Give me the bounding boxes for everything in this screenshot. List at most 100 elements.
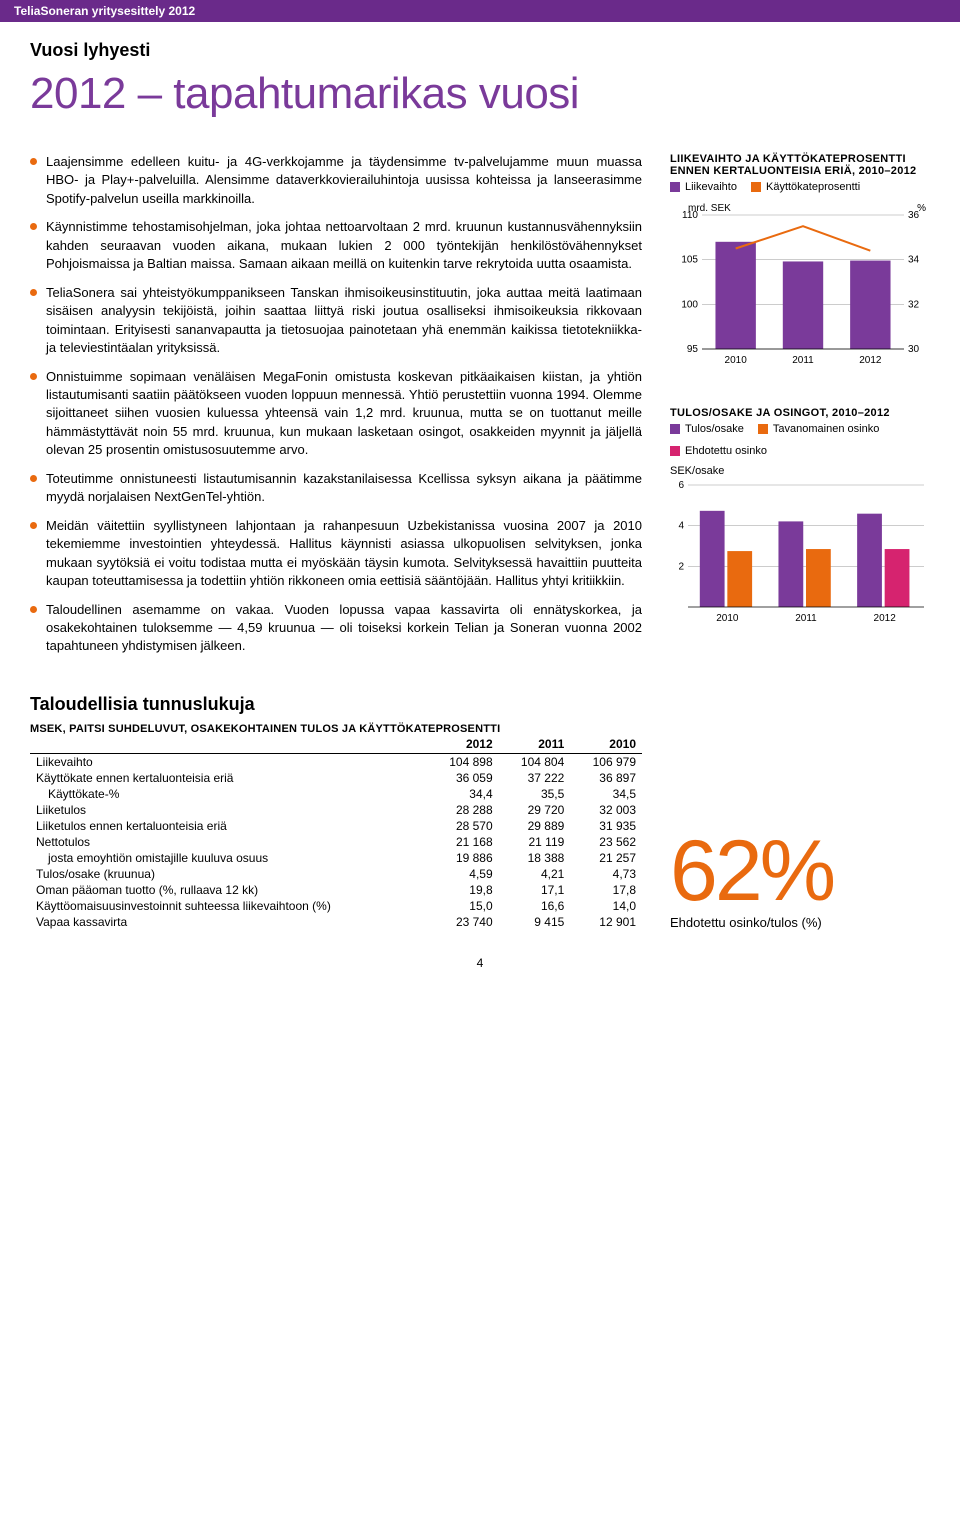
svg-text:32: 32 bbox=[908, 299, 920, 310]
table-cell: Liiketulos ennen kertaluonteisia eriä bbox=[30, 818, 427, 834]
table-cell: Nettotulos bbox=[30, 834, 427, 850]
chart-revenue-margin: LIIKEVAIHTO JA KÄYTTÖKATEPROSENTTI ENNEN… bbox=[670, 153, 930, 371]
bullet-column: Laajensimme edelleen kuitu- ja 4G-verkko… bbox=[30, 153, 642, 666]
main-title: 2012 – tapahtumarikas vuosi bbox=[30, 69, 930, 119]
charts-column: LIIKEVAIHTO JA KÄYTTÖKATEPROSENTTI ENNEN… bbox=[670, 153, 930, 666]
bullet-item: Taloudellinen asemamme on vakaa. Vuoden … bbox=[30, 601, 642, 656]
fin-table-wrap: MSEK, PAITSI SUHDELUVUT, OSAKEKOHTAINEN … bbox=[30, 723, 642, 930]
table-row: Liiketulos ennen kertaluonteisia eriä28 … bbox=[30, 818, 642, 834]
svg-text:2010: 2010 bbox=[725, 355, 748, 366]
svg-text:30: 30 bbox=[908, 344, 920, 355]
table-cell: 28 288 bbox=[427, 802, 499, 818]
table-cell: 16,6 bbox=[499, 898, 571, 914]
table-cell: josta emoyhtiön omistajille kuuluva osuu… bbox=[30, 850, 427, 866]
legend-swatch bbox=[670, 424, 680, 434]
table-cell: Käyttökate-% bbox=[30, 786, 427, 802]
table-cell: 37 222 bbox=[499, 770, 571, 786]
svg-text:2011: 2011 bbox=[795, 613, 817, 624]
bullet-item: Toteutimme onnistuneesti listautumisanni… bbox=[30, 470, 642, 507]
table-cell: 23 740 bbox=[427, 914, 499, 930]
svg-text:95: 95 bbox=[687, 344, 699, 355]
bullet-item: Käynnistimme tehostamisohjelman, joka jo… bbox=[30, 218, 642, 273]
chart2-title: TULOS/OSAKE JA OSINGOT, 2010–2012 bbox=[670, 407, 930, 419]
table-row: Käyttöomaisuusinvestoinnit suhteessa lii… bbox=[30, 898, 642, 914]
table-cell: 21 257 bbox=[570, 850, 642, 866]
fin-table-header-text: MSEK, PAITSI SUHDELUVUT, OSAKEKOHTAINEN … bbox=[30, 723, 642, 735]
legend-item: Käyttökateprosentti bbox=[751, 181, 860, 193]
table-row: Vapaa kassavirta23 7409 41512 901 bbox=[30, 914, 642, 930]
svg-text:110: 110 bbox=[682, 210, 698, 221]
chart1-svg: mrd. SEK%9530100321053411036201020112012 bbox=[670, 201, 930, 371]
table-cell: Tulos/osake (kruunua) bbox=[30, 866, 427, 882]
table-cell: 9 415 bbox=[499, 914, 571, 930]
page-number: 4 bbox=[30, 956, 930, 970]
table-cell: Oman pääoman tuotto (%, rullaava 12 kk) bbox=[30, 882, 427, 898]
fin-col-header: 2011 bbox=[499, 735, 571, 754]
page-content: Vuosi lyhyesti 2012 – tapahtumarikas vuo… bbox=[0, 22, 960, 980]
table-row: Liiketulos28 28829 72032 003 bbox=[30, 802, 642, 818]
table-row: Liikevaihto104 898104 804106 979 bbox=[30, 753, 642, 770]
chart2-ylabel: SEK/osake bbox=[670, 465, 930, 477]
table-cell: 29 889 bbox=[499, 818, 571, 834]
table-cell: 36 059 bbox=[427, 770, 499, 786]
fin-col-header: 2012 bbox=[427, 735, 499, 754]
bullet-item: Laajensimme edelleen kuitu- ja 4G-verkko… bbox=[30, 153, 642, 208]
chart2-svg: 246201020112012 bbox=[670, 479, 930, 629]
table-row: Käyttökate ennen kertaluonteisia eriä36 … bbox=[30, 770, 642, 786]
bullet-item: Meidän väitettiin syyllistyneen lahjonta… bbox=[30, 517, 642, 591]
table-cell: 4,21 bbox=[499, 866, 571, 882]
bullet-list: Laajensimme edelleen kuitu- ja 4G-verkko… bbox=[30, 153, 642, 656]
table-cell: 19,8 bbox=[427, 882, 499, 898]
svg-text:100: 100 bbox=[681, 299, 698, 310]
legend-label: Ehdotettu osinko bbox=[685, 445, 767, 457]
table-cell: 12 901 bbox=[570, 914, 642, 930]
svg-text:2011: 2011 bbox=[792, 355, 814, 366]
table-cell: 36 897 bbox=[570, 770, 642, 786]
table-cell: 29 720 bbox=[499, 802, 571, 818]
legend-label: Tavanomainen osinko bbox=[773, 423, 879, 435]
table-cell: Liikevaihto bbox=[30, 753, 427, 770]
table-cell: 104 804 bbox=[499, 753, 571, 770]
legend-label: Käyttökateprosentti bbox=[766, 181, 860, 193]
table-cell: 18 388 bbox=[499, 850, 571, 866]
table-row: josta emoyhtiön omistajille kuuluva osuu… bbox=[30, 850, 642, 866]
section-subtitle: Vuosi lyhyesti bbox=[30, 40, 930, 61]
table-cell: 4,73 bbox=[570, 866, 642, 882]
chart2-legend: Tulos/osake Tavanomainen osinko Ehdotettu … bbox=[670, 423, 930, 457]
legend-label: Tulos/osake bbox=[685, 423, 744, 435]
table-row: Käyttökate-%34,435,534,5 bbox=[30, 786, 642, 802]
table-cell: 4,59 bbox=[427, 866, 499, 882]
table-row: Tulos/osake (kruunua)4,594,214,73 bbox=[30, 866, 642, 882]
svg-text:34: 34 bbox=[908, 255, 920, 266]
table-cell: 14,0 bbox=[570, 898, 642, 914]
table-cell: 31 935 bbox=[570, 818, 642, 834]
chart1-legend: Liikevaihto Käyttökateprosentti bbox=[670, 181, 930, 193]
big-stat-number: 62% bbox=[670, 833, 930, 910]
big-stat: 62% Ehdotettu osinko/tulos (%) bbox=[670, 833, 930, 929]
legend-label: Liikevaihto bbox=[685, 181, 737, 193]
bullet-item: Onnistuimme sopimaan venäläisen MegaFoni… bbox=[30, 368, 642, 460]
table-cell: 32 003 bbox=[570, 802, 642, 818]
svg-text:6: 6 bbox=[678, 480, 684, 491]
table-cell: Vapaa kassavirta bbox=[30, 914, 427, 930]
table-cell: 28 570 bbox=[427, 818, 499, 834]
table-cell: 23 562 bbox=[570, 834, 642, 850]
table-row: Nettotulos21 16821 11923 562 bbox=[30, 834, 642, 850]
header-bar: TeliaSoneran yritysesittely 2012 bbox=[0, 0, 960, 22]
fin-col-header: 2010 bbox=[570, 735, 642, 754]
table-cell: 17,8 bbox=[570, 882, 642, 898]
big-stat-caption: Ehdotettu osinko/tulos (%) bbox=[670, 915, 930, 930]
table-cell: Käyttökate ennen kertaluonteisia eriä bbox=[30, 770, 427, 786]
legend-item: Liikevaihto bbox=[670, 181, 737, 193]
legend-swatch bbox=[758, 424, 768, 434]
svg-text:105: 105 bbox=[681, 255, 698, 266]
legend-swatch bbox=[751, 182, 761, 192]
table-cell: 21 168 bbox=[427, 834, 499, 850]
table-cell: Käyttöomaisuusinvestoinnit suhteessa lii… bbox=[30, 898, 427, 914]
legend-swatch bbox=[670, 446, 680, 456]
svg-text:4: 4 bbox=[678, 521, 684, 532]
table-cell: 106 979 bbox=[570, 753, 642, 770]
legend-item: Tavanomainen osinko bbox=[758, 423, 879, 435]
fin-section-title: Taloudellisia tunnuslukuja bbox=[30, 694, 930, 715]
svg-text:2010: 2010 bbox=[716, 613, 739, 624]
